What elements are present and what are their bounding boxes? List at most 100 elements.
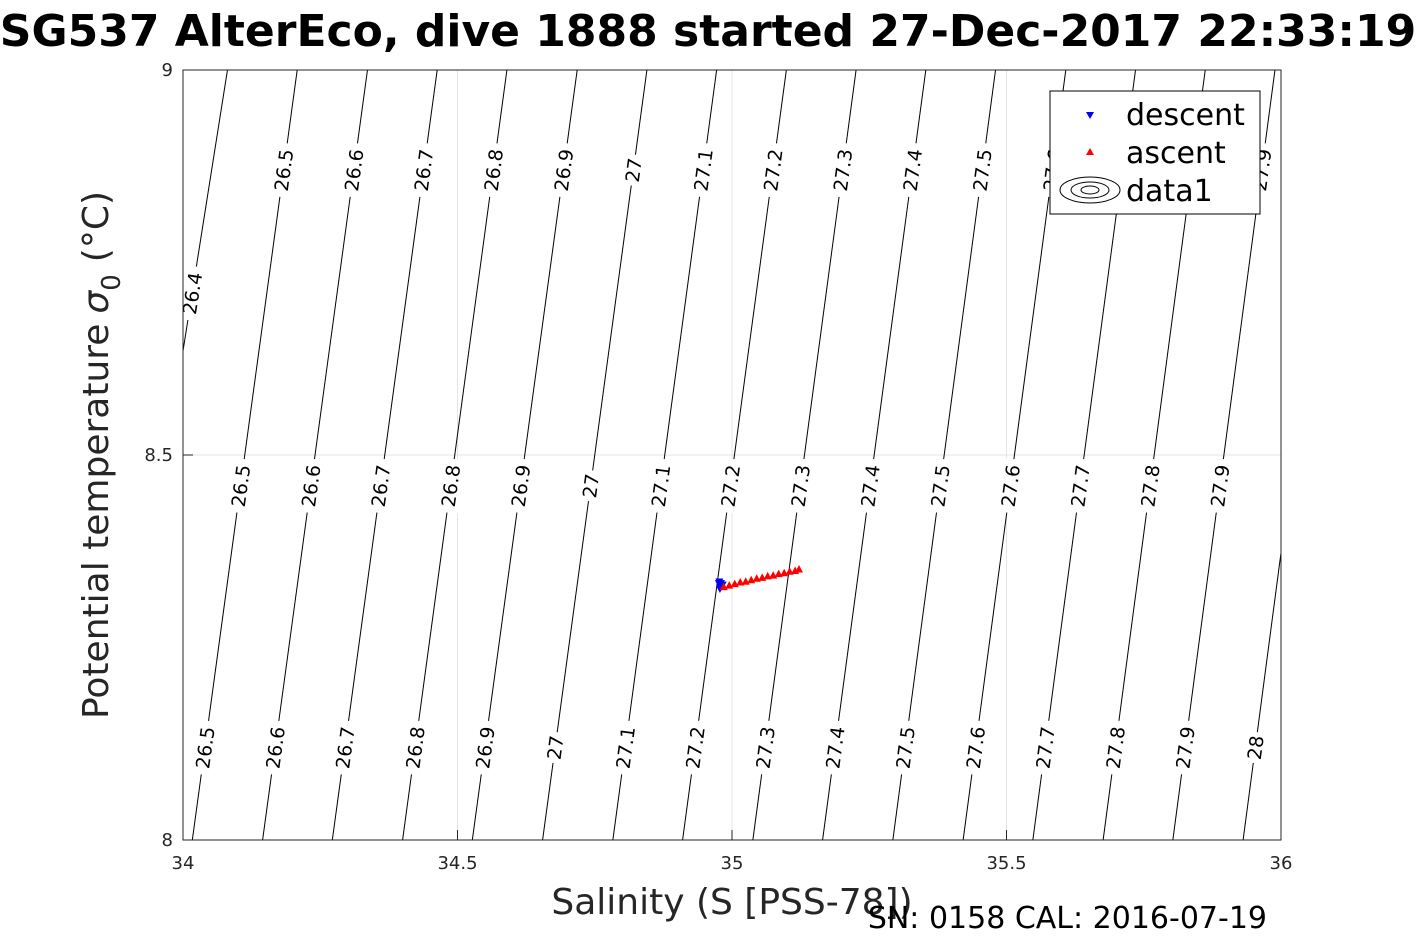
data-points — [714, 564, 803, 593]
contour-label-27.5: 27.5 — [967, 141, 997, 199]
contour-label-bg — [646, 457, 676, 515]
x-tick-label: 35.5 — [986, 853, 1026, 874]
contour-line-26.5 — [191, 70, 298, 840]
ascent-point — [752, 574, 761, 582]
contour-line-26.9 — [471, 70, 578, 840]
x-axis-label: Salinity (S [PSS-78]) — [551, 882, 912, 923]
x-tick-label: 34 — [172, 853, 195, 874]
contour-label-27.7: 27.7 — [1065, 457, 1095, 515]
contour-label-27.8: 27.8 — [1100, 719, 1130, 776]
contour-label-bg — [409, 141, 439, 199]
chart-title: SG537 AlterEco, dive 1888 started 27-Dec… — [0, 6, 1416, 57]
y-tick-label: 8.5 — [144, 445, 173, 466]
y-axis-label: Potential temperature σ0 (°C) — [76, 191, 127, 719]
contour-label-27.4: 27.4 — [855, 457, 885, 515]
contour-line-27.6 — [962, 70, 1067, 840]
ascent-point — [794, 564, 803, 573]
legend-data1-label: data1 — [1126, 174, 1213, 209]
contour-label-bg — [506, 457, 536, 515]
contour-label-bg — [1030, 719, 1060, 776]
contour-label-bg — [828, 141, 858, 199]
contour-label-bg — [436, 457, 466, 515]
contour-label-bg — [400, 719, 430, 776]
contour-label-bg — [925, 457, 955, 515]
legend-descent-marker — [1086, 112, 1094, 119]
footer-serial-cal: SN: 0158 CAL: 2016-07-19 — [868, 901, 1267, 936]
contour-line-26.6 — [262, 70, 368, 840]
contour-label-bg — [855, 457, 885, 515]
x-tick-label: 36 — [1270, 853, 1293, 874]
contour-label-bg — [620, 153, 647, 187]
y-axis-label-main: Potential temperature — [76, 324, 117, 719]
x-tick-label: 34.5 — [437, 853, 477, 874]
grid-lines — [183, 70, 1281, 840]
ascent-point — [774, 569, 783, 578]
contour-label-26.9: 26.9 — [506, 457, 536, 515]
contour-label-bg — [470, 719, 500, 776]
contour-label-bg — [1242, 730, 1269, 765]
contour-label-text: 27 — [579, 472, 604, 499]
y-tick-label: 8 — [162, 830, 173, 851]
legend-ascent-label: ascent — [1126, 136, 1226, 171]
contour-label-bg — [478, 141, 508, 199]
contour-label-bg — [542, 730, 569, 765]
contour-label-bg — [680, 719, 710, 776]
contour-label-bg — [995, 457, 1025, 515]
legend-contour-icon — [1059, 176, 1121, 204]
contour-line-27.5 — [892, 70, 997, 840]
y-axis-label-sub: 0 — [97, 274, 127, 291]
contour-label-26.7: 26.7 — [409, 141, 439, 199]
contour-label-28: 28 — [1242, 730, 1269, 765]
contour-label-bg — [1065, 457, 1095, 515]
contour-label-bg — [339, 141, 369, 199]
density-contours — [183, 70, 1281, 840]
contour-label-bg — [549, 141, 579, 199]
contour-label-bg — [183, 264, 208, 322]
legend-descent-label: descent — [1126, 98, 1245, 133]
contour-label-bg — [715, 457, 745, 515]
contour-label-bg — [750, 719, 780, 776]
contour-label-bg — [820, 719, 850, 776]
x-tick-label: 35 — [721, 853, 744, 874]
contour-label-text: 27 — [622, 157, 647, 184]
contour-label-27.9: 27.9 — [1170, 719, 1200, 776]
contour-label-bg — [577, 468, 604, 503]
contour-label-bg — [190, 719, 220, 776]
contour-label-bg — [226, 457, 256, 515]
contour-label-27.1: 27.1 — [688, 141, 718, 199]
contour-line-27.3 — [752, 70, 857, 840]
contour-label-bg — [269, 141, 299, 199]
contour-label-26.6: 26.6 — [260, 719, 290, 776]
ascent-point — [785, 567, 794, 575]
legend-ascent-marker — [1086, 148, 1094, 155]
contour-label-bg — [260, 719, 290, 776]
contour-label-26.5: 26.5 — [269, 141, 299, 199]
contour-label-27: 27 — [620, 153, 647, 187]
contour-label-bg — [1100, 719, 1130, 776]
contour-label-bg — [890, 719, 920, 776]
axis-ticks: 34 34.5 35 35.5 36 8 8.5 9 — [144, 60, 1292, 874]
contour-label-bg — [1135, 457, 1165, 515]
contour-line-27 — [542, 70, 648, 840]
contour-label-bg — [1205, 457, 1235, 515]
contour-label-bg — [785, 457, 815, 515]
contour-line-27.2 — [682, 70, 787, 840]
y-axis-label-sigma: σ — [76, 290, 117, 314]
contour-line-27.1 — [612, 70, 718, 840]
contour-label-26.5: 26.5 — [190, 719, 220, 776]
contour-label-bg — [897, 141, 927, 199]
contour-label-bg — [1170, 719, 1200, 776]
y-axis-label-unit: (°C) — [76, 191, 117, 262]
contour-label-bg — [960, 719, 990, 776]
contour-label-bg — [967, 141, 997, 199]
contour-line-28 — [1242, 548, 1281, 840]
contour-label-bg — [610, 719, 640, 776]
contour-line-27.4 — [822, 70, 927, 840]
ascent-point — [736, 578, 745, 586]
contour-label-bg — [296, 457, 326, 515]
contour-label-27.1: 27.1 — [610, 719, 640, 776]
contour-label-bg — [330, 719, 360, 776]
ascent-point — [763, 571, 772, 580]
contour-line-26.4 — [183, 70, 228, 355]
contour-label-26.5: 26.5 — [226, 457, 256, 515]
